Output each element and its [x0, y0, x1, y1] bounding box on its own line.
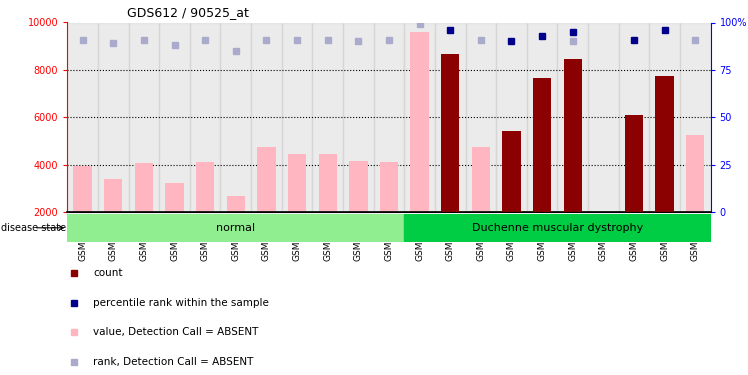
Bar — [129, 22, 159, 212]
Bar — [619, 22, 649, 212]
Bar — [655, 76, 674, 212]
Text: count: count — [93, 268, 123, 278]
Bar — [282, 22, 313, 212]
Bar — [221, 22, 251, 212]
Text: GSM16308: GSM16308 — [660, 212, 669, 261]
Bar — [104, 179, 123, 212]
Bar — [190, 22, 221, 212]
Text: GSM16287: GSM16287 — [78, 212, 87, 261]
Bar — [257, 147, 275, 212]
Bar — [557, 22, 588, 212]
Text: GSM16306: GSM16306 — [599, 212, 608, 261]
Text: GSM16290: GSM16290 — [170, 212, 179, 261]
Bar — [313, 22, 343, 212]
Bar — [441, 54, 459, 212]
Bar — [288, 154, 306, 212]
Text: GSM16304: GSM16304 — [538, 212, 547, 261]
Bar — [625, 115, 643, 212]
Text: value, Detection Call = ABSENT: value, Detection Call = ABSENT — [93, 327, 258, 337]
Bar — [165, 183, 184, 212]
Bar — [227, 196, 245, 212]
Bar — [319, 154, 337, 212]
Bar — [563, 105, 582, 212]
Bar — [135, 164, 153, 212]
Bar — [374, 22, 404, 212]
Text: GSM16294: GSM16294 — [292, 212, 301, 261]
Bar — [686, 135, 705, 212]
Text: GSM16288: GSM16288 — [108, 212, 117, 261]
Bar — [649, 22, 680, 212]
Text: GSM16297: GSM16297 — [384, 212, 393, 261]
Text: GDS612 / 90525_at: GDS612 / 90525_at — [127, 6, 249, 19]
Bar — [73, 166, 92, 212]
Bar — [404, 214, 711, 242]
Bar — [404, 22, 435, 212]
Bar — [411, 32, 429, 212]
Text: GSM16303: GSM16303 — [507, 212, 516, 261]
Text: GSM16298: GSM16298 — [200, 212, 209, 261]
Bar — [380, 162, 398, 212]
Bar — [196, 162, 215, 212]
Bar — [67, 214, 404, 242]
Text: normal: normal — [216, 223, 255, 233]
Text: GSM16293: GSM16293 — [262, 212, 271, 261]
Text: GSM16307: GSM16307 — [630, 212, 639, 261]
Bar — [533, 78, 551, 212]
Text: GSM16302: GSM16302 — [476, 212, 485, 261]
Bar — [503, 131, 521, 212]
Bar — [588, 22, 619, 212]
Text: rank, Detection Call = ABSENT: rank, Detection Call = ABSENT — [93, 357, 254, 367]
Bar — [435, 22, 465, 212]
Text: GSM16296: GSM16296 — [354, 212, 363, 261]
Bar — [472, 147, 490, 212]
Bar — [98, 22, 129, 212]
Text: GSM16299: GSM16299 — [415, 212, 424, 261]
Text: GSM16292: GSM16292 — [231, 212, 240, 261]
Text: GSM16309: GSM16309 — [691, 212, 700, 261]
Text: GSM16289: GSM16289 — [139, 212, 148, 261]
Bar — [343, 22, 374, 212]
Bar — [159, 22, 190, 212]
Bar — [67, 22, 98, 212]
Bar — [251, 22, 282, 212]
Text: GSM16295: GSM16295 — [323, 212, 332, 261]
Bar — [527, 22, 557, 212]
Bar — [496, 22, 527, 212]
Bar — [465, 22, 496, 212]
Text: disease state: disease state — [1, 223, 67, 233]
Bar — [680, 22, 711, 212]
Bar — [349, 161, 367, 212]
Text: Duchenne muscular dystrophy: Duchenne muscular dystrophy — [472, 223, 643, 233]
Bar — [563, 59, 582, 212]
Text: GSM16305: GSM16305 — [568, 212, 577, 261]
Text: GSM16301: GSM16301 — [446, 212, 455, 261]
Text: percentile rank within the sample: percentile rank within the sample — [93, 298, 269, 308]
